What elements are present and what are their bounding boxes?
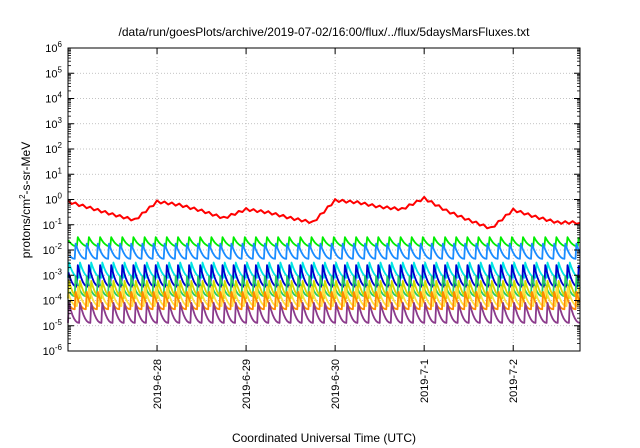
- chart-title: /data/run/goesPlots/archive/2019-07-02/1…: [119, 25, 531, 39]
- y-tick-label: 100: [45, 192, 62, 207]
- y-tick-label: 10-1: [43, 217, 63, 232]
- series-line: [67, 195, 581, 230]
- series-line: [68, 242, 581, 260]
- x-tick-label: 2019-6-28: [152, 359, 164, 409]
- x-tick-label: 2019-6-29: [241, 359, 253, 409]
- y-axis-label: protons/cm2-s-sr-MeV: [18, 142, 33, 258]
- y-tick-label: 105: [45, 65, 62, 80]
- y-tick-label: 10-3: [43, 267, 63, 282]
- series-line: [67, 302, 581, 324]
- series-line: [67, 285, 580, 307]
- y-tick-label: 106: [45, 40, 62, 55]
- y-tick-label: 10-2: [43, 242, 63, 257]
- y-tick-label: 10-5: [43, 318, 63, 333]
- y-tick-label: 101: [45, 166, 62, 181]
- x-axis-ticks: 2019-6-28 2019-6-29 2019-6-30 2019-7-1 2019-…: [152, 48, 520, 409]
- series-line: [67, 236, 580, 248]
- x-axis-label: Coordinated Universal Time (UTC): [232, 431, 416, 445]
- y-tick-label: 103: [45, 116, 62, 131]
- series-line: [67, 264, 580, 288]
- data-series: [67, 195, 581, 324]
- y-tick-label: 10-4: [43, 293, 63, 308]
- y-tick-label: 104: [45, 91, 62, 106]
- x-tick-label: 2019-7-2: [508, 359, 520, 403]
- plot-frame: [67, 47, 581, 352]
- y-tick-label: 10-6: [43, 343, 63, 358]
- x-tick-label: 2019-6-30: [330, 359, 342, 409]
- x-tick-label: 2019-7-1: [419, 359, 431, 403]
- y-axis-ticks: 10-6 10-5 10-4 10-3 10-2 10-1 100 101 102 103 104 1…: [43, 40, 580, 358]
- y-tick-label: 102: [45, 141, 62, 156]
